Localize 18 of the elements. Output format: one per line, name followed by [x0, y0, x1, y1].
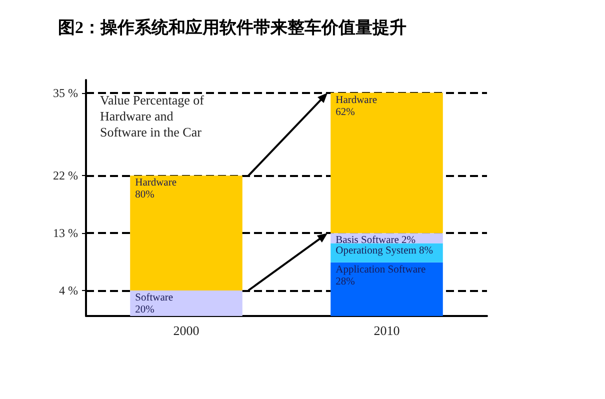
annotation: Hardware 80% [135, 178, 177, 201]
bar [330, 262, 443, 316]
annotation: Hardware 62% [336, 94, 378, 118]
bar [330, 92, 443, 234]
y-tick-label: 4 % [59, 283, 78, 298]
y-tick-label: 13 % [53, 226, 78, 240]
y-tick-label: 22 % [53, 168, 78, 183]
bar [130, 290, 242, 316]
bar [130, 176, 242, 290]
annotation: Basis Software 2% [336, 235, 416, 246]
x-tick-label: 2000 [173, 323, 200, 338]
annotation: Software 20% [135, 292, 174, 316]
annotation: Application Software 28% [336, 264, 426, 288]
x-tick-label: 2010 [374, 323, 400, 338]
annotation: Value Percentage of Hardware and Software in the Car [100, 92, 208, 140]
annotation: Operationg System 8% [336, 245, 434, 256]
chart-title: 图2：操作系统和应用软件带来整车价值量提升 [58, 18, 406, 37]
y-tick-label: 35 % [53, 86, 78, 100]
